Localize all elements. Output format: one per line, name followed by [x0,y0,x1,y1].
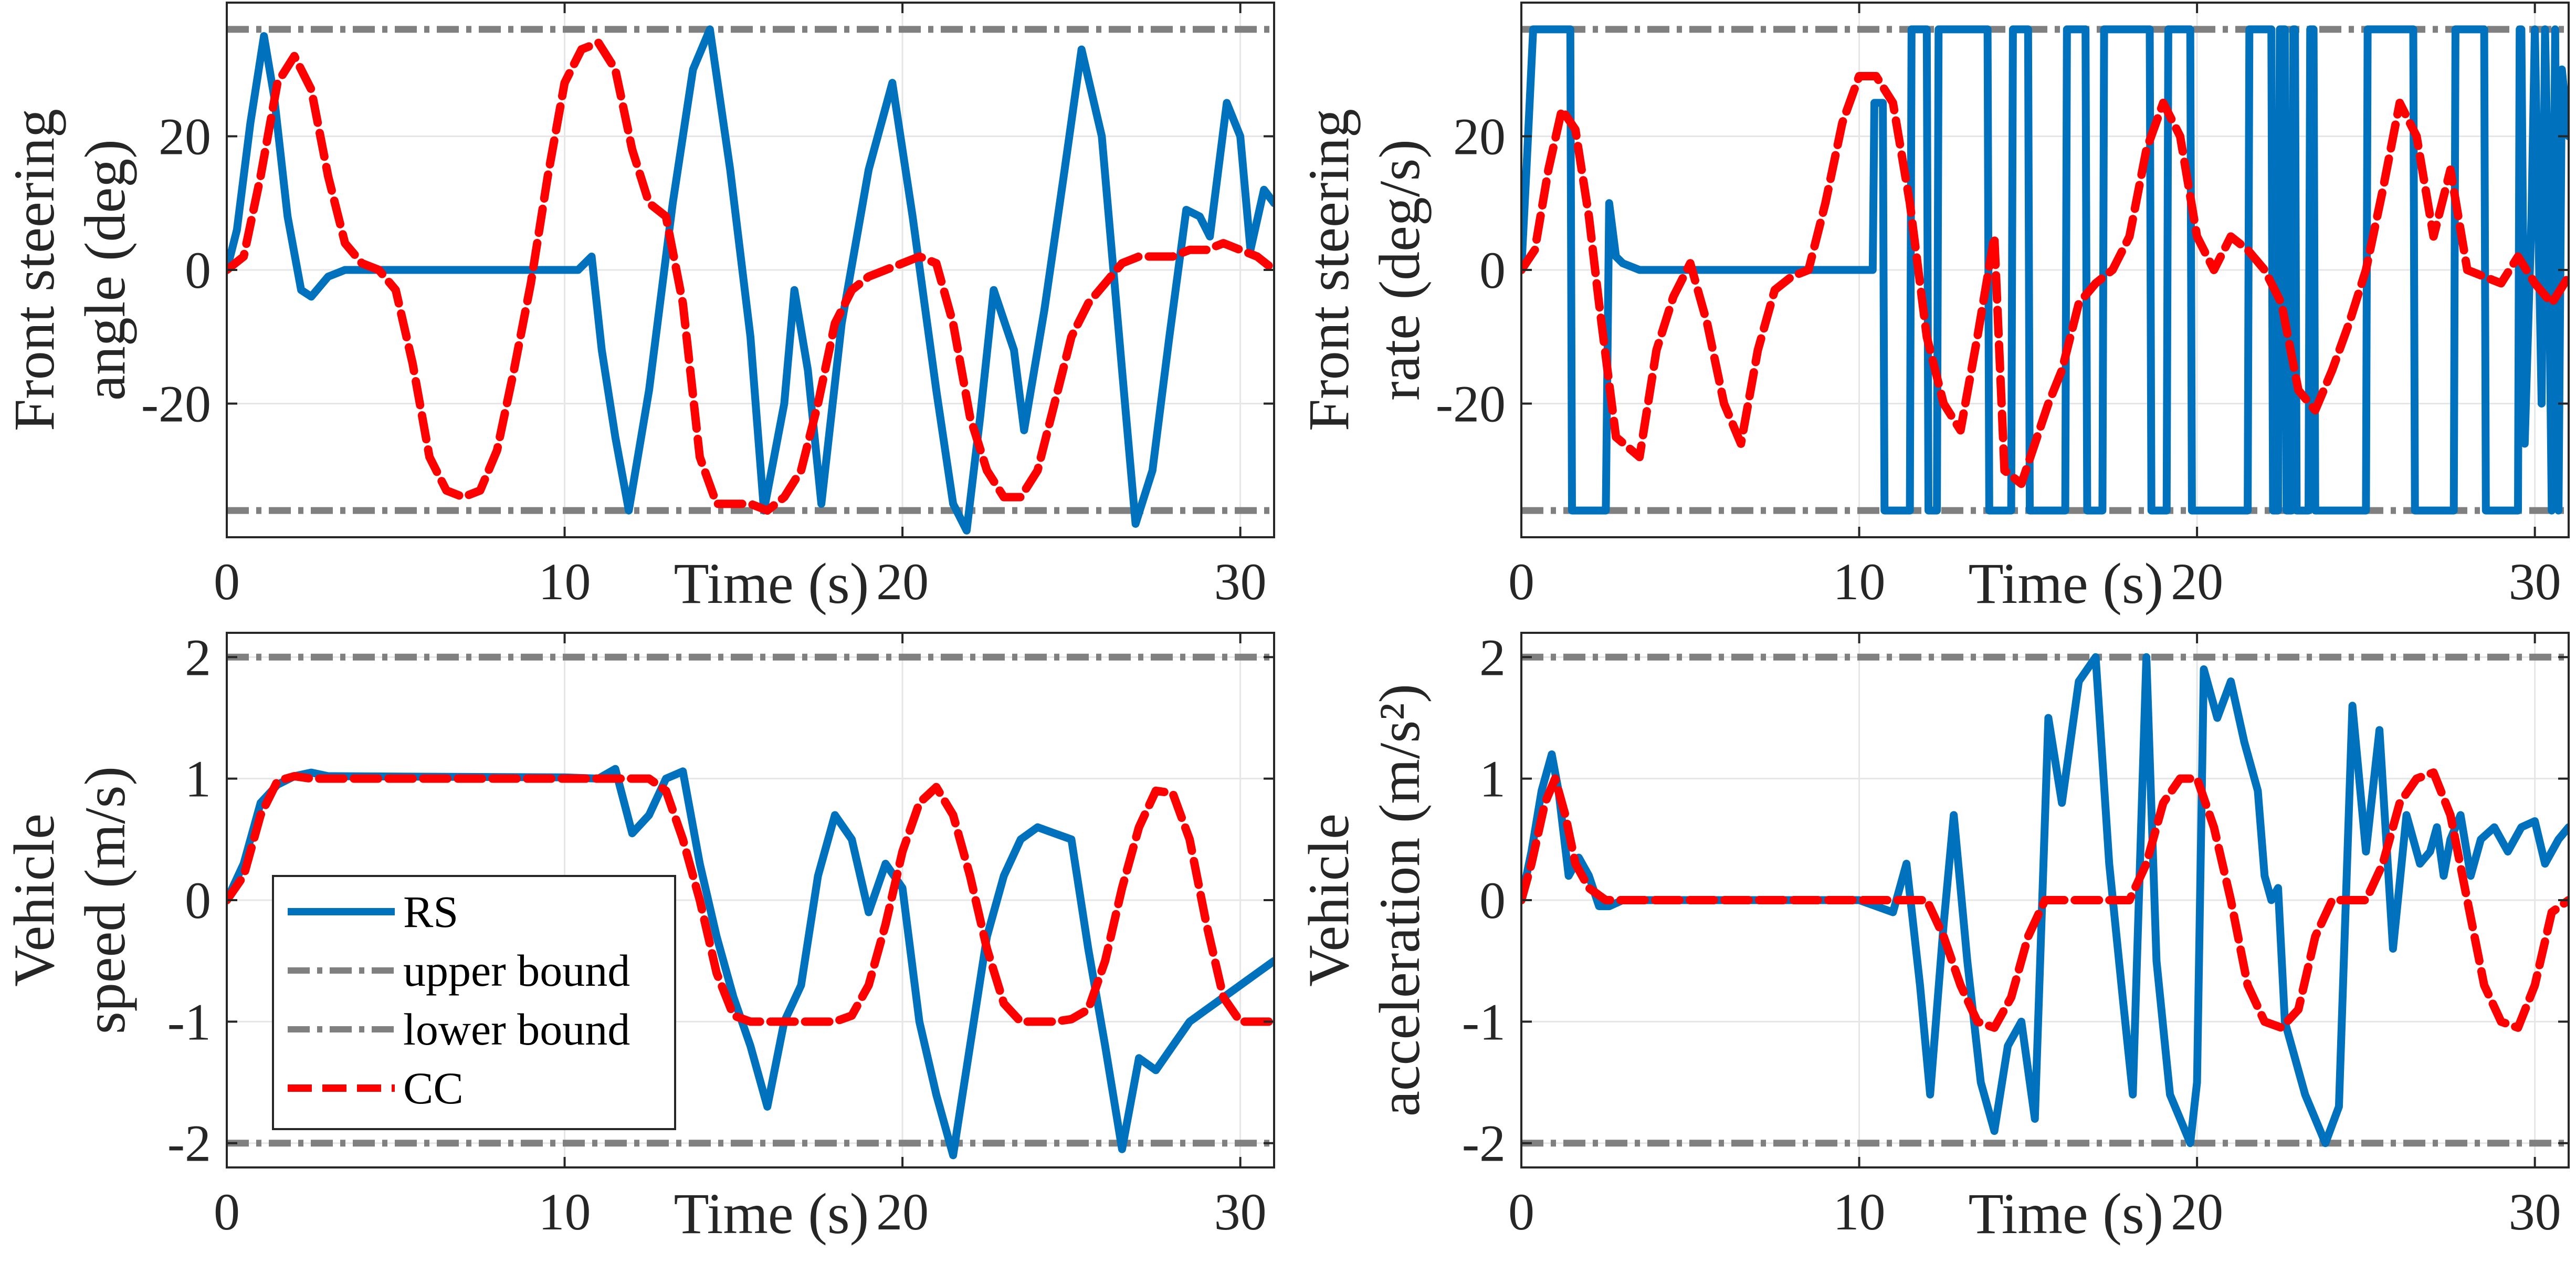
x-tick-label: 30 [1214,552,1267,611]
y-tick-label: 0 [1479,241,1506,299]
x-axis-label: Time (s) [1968,551,2163,615]
x-tick-label: 0 [214,1183,240,1241]
x-tick-label: 0 [1508,1183,1534,1241]
x-tick-label: 30 [2509,1183,2561,1241]
y-tick-label: 20 [159,108,211,166]
series-rs-line [1521,25,2569,515]
legend: RS upper bound lower bound CC [272,875,676,1130]
series-cc-line [1521,768,2569,1032]
x-tick-label: 10 [539,1183,591,1241]
x-axis-label: Time (s) [674,1182,869,1246]
legend-label-4: CC [403,1063,464,1113]
series-cc-line [227,772,1274,1026]
legend-label-2: upper bound [403,945,630,996]
y-tick-label: 0 [185,871,211,930]
y-tick-label: 0 [185,241,211,299]
y-tick-label: 2 [1479,628,1506,686]
y-axis-label-line-2: speed (m/s) [73,766,137,1034]
x-tick-label: 20 [876,552,929,611]
x-tick-label: 10 [539,552,591,611]
plot-series [227,653,1274,1160]
y-axis-label-line-2: angle (deg) [73,139,137,401]
x-tick-label: 20 [2171,1183,2223,1241]
x-tick-label: 20 [2171,552,2223,611]
plot-series [1521,25,2569,515]
x-axis-label: Time (s) [1968,1182,2163,1246]
y-tick-label: 0 [1479,871,1506,930]
plot-series [227,25,1274,535]
y-tick-label: 1 [185,750,211,808]
y-tick-label: -1 [167,993,211,1051]
x-tick-label: 10 [1833,1183,1886,1241]
series-cc-line [227,38,1274,515]
y-tick-label: 1 [1479,750,1506,808]
y-tick-label: -20 [1436,375,1506,433]
panel-4: 0 10 20 30 -2 -1 0 1 2 Time (s) Vehicle acceleratio… [1297,628,2570,1246]
y-tick-label: -2 [1462,1114,1506,1173]
y-axis-label-line-1: Front steering [1297,109,1361,431]
x-tick-label: 20 [876,1183,929,1241]
x-tick-label: 0 [214,552,240,611]
x-tick-label: 30 [1214,1183,1267,1241]
series-cc-line [1521,72,2569,488]
y-tick-label: 20 [1453,108,1506,166]
y-axis-label-line-1: Front steering [2,109,66,431]
y-axis-label-line-1: Vehicle [1297,813,1361,987]
legend-label-3: lower bound [403,1004,630,1055]
y-tick-label: -1 [1462,993,1506,1051]
x-axis-label: Time (s) [674,551,869,615]
x-tick-label: 30 [2509,552,2561,611]
y-tick-label: 2 [185,628,211,686]
y-axis-label-line-1: Vehicle [2,813,66,987]
x-tick-label: 10 [1833,552,1886,611]
y-tick-label: -20 [141,375,211,433]
series-rs-line [227,25,1274,535]
y-axis-label-line-2: rate (deg/s) [1368,139,1432,401]
x-tick-label: 0 [1508,552,1534,611]
plot-series [1521,653,2569,1147]
y-tick-label: -2 [167,1114,211,1173]
legend-label-1: RS [403,886,458,937]
y-axis-label-line-2: acceleration (m/s²) [1368,684,1432,1117]
